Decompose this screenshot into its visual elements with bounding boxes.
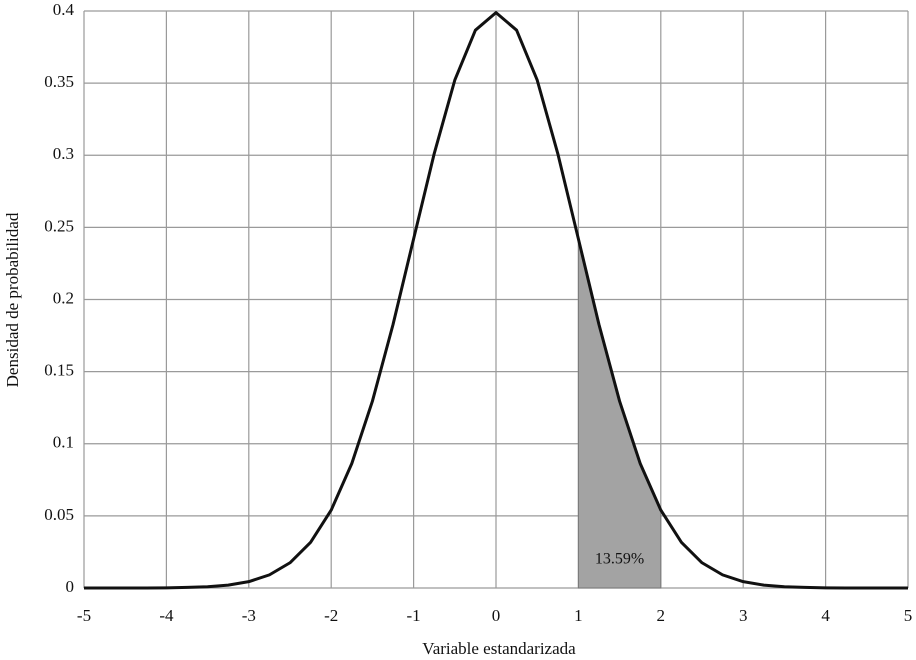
y-tick-label: 0.1 bbox=[53, 433, 74, 452]
x-tick-label: 3 bbox=[739, 606, 748, 625]
y-tick-label: 0 bbox=[66, 577, 75, 596]
y-tick-label: 0.35 bbox=[44, 72, 74, 91]
y-tick-label: 0.15 bbox=[44, 361, 74, 380]
x-tick-label: 4 bbox=[821, 606, 830, 625]
x-axis-label: Variable estandarizada bbox=[422, 639, 576, 658]
x-tick-label: -4 bbox=[159, 606, 174, 625]
area-label: 13.59% bbox=[595, 551, 644, 568]
y-tick-label: 0.25 bbox=[44, 216, 74, 235]
x-tick-label: -3 bbox=[242, 606, 256, 625]
y-tick-label: 0.2 bbox=[53, 288, 74, 307]
y-tick-label: 0.3 bbox=[53, 144, 74, 163]
curve bbox=[84, 11, 908, 590]
x-tick-label: -5 bbox=[77, 606, 91, 625]
y-axis-label: Densidad de probabilidad bbox=[3, 212, 22, 387]
x-tick-label: 1 bbox=[574, 606, 583, 625]
x-tick-label: 0 bbox=[492, 606, 501, 625]
x-tick-label: -1 bbox=[407, 606, 421, 625]
x-tick-label: -2 bbox=[324, 606, 338, 625]
x-tick-label: 2 bbox=[657, 606, 666, 625]
y-tick-label: 0.05 bbox=[44, 505, 74, 524]
x-tick-label: 5 bbox=[904, 606, 913, 625]
y-tick-label: 0.4 bbox=[53, 0, 75, 19]
